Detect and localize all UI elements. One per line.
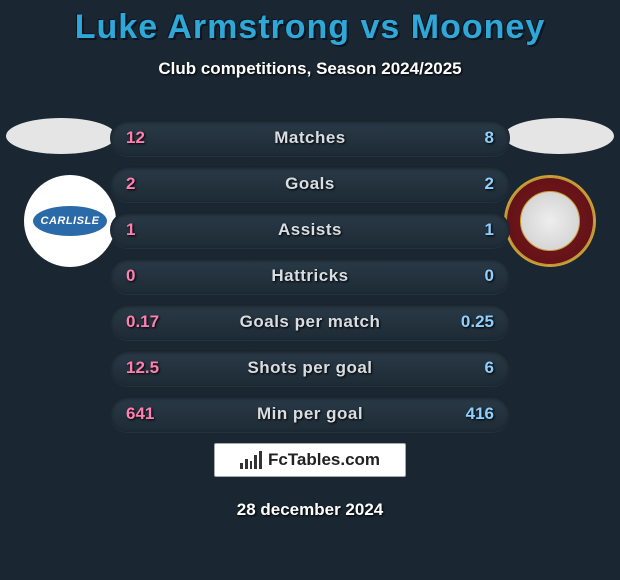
stat-label: Assists bbox=[278, 220, 342, 240]
accrington-ring bbox=[506, 177, 594, 265]
stat-left-value: 0 bbox=[126, 266, 135, 286]
stat-left-value: 12.5 bbox=[126, 358, 159, 378]
stat-label: Hattricks bbox=[271, 266, 348, 286]
comparison-title: Luke Armstrong vs Mooney bbox=[0, 0, 620, 47]
stat-row: 0 Hattricks 0 bbox=[110, 258, 510, 294]
stat-label: Goals bbox=[285, 174, 335, 194]
fctables-watermark: FcTables.com bbox=[214, 443, 406, 477]
stat-row: 1 Assists 1 bbox=[110, 212, 510, 248]
stat-row: 0.17 Goals per match 0.25 bbox=[110, 304, 510, 340]
stat-row: 12.5 Shots per goal 6 bbox=[110, 350, 510, 386]
stat-left-value: 641 bbox=[126, 404, 154, 424]
fctables-text: FcTables.com bbox=[268, 450, 380, 470]
stat-right-value: 0.25 bbox=[461, 312, 494, 332]
stat-row: 641 Min per goal 416 bbox=[110, 396, 510, 432]
stat-row: 2 Goals 2 bbox=[110, 166, 510, 202]
stat-right-value: 6 bbox=[485, 358, 494, 378]
carlisle-badge-inner: CARLISLE bbox=[33, 206, 107, 236]
comparison-subtitle: Club competitions, Season 2024/2025 bbox=[0, 59, 620, 79]
club-logo-right bbox=[504, 175, 596, 267]
stat-row: 12 Matches 8 bbox=[110, 120, 510, 156]
stat-label: Shots per goal bbox=[247, 358, 372, 378]
stat-right-value: 1 bbox=[485, 220, 494, 240]
club-logo-left: CARLISLE bbox=[24, 175, 116, 267]
stat-left-value: 0.17 bbox=[126, 312, 159, 332]
stat-left-value: 12 bbox=[126, 128, 145, 148]
stat-right-value: 8 bbox=[485, 128, 494, 148]
stat-left-value: 2 bbox=[126, 174, 135, 194]
bar-chart-icon bbox=[240, 451, 262, 469]
stat-right-value: 2 bbox=[485, 174, 494, 194]
stats-column: 12 Matches 8 2 Goals 2 1 Assists 1 0 Hat… bbox=[110, 120, 510, 442]
stat-label: Matches bbox=[274, 128, 346, 148]
stat-left-value: 1 bbox=[126, 220, 135, 240]
stat-label: Min per goal bbox=[257, 404, 363, 424]
player-silhouette-left bbox=[6, 118, 116, 154]
stat-right-value: 0 bbox=[485, 266, 494, 286]
stat-label: Goals per match bbox=[240, 312, 381, 332]
stat-right-value: 416 bbox=[466, 404, 494, 424]
player-silhouette-right bbox=[504, 118, 614, 154]
comparison-date: 28 december 2024 bbox=[237, 500, 384, 520]
